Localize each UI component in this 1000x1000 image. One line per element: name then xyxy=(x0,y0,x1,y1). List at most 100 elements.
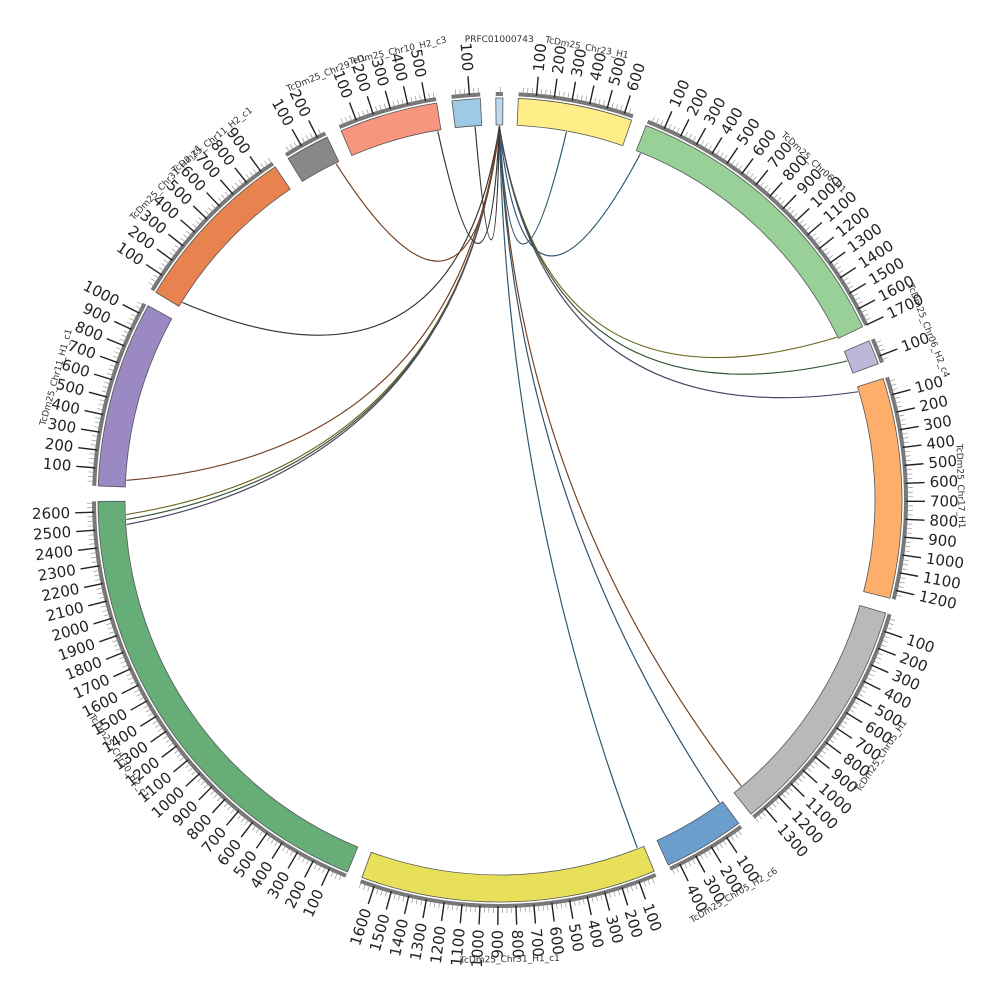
minor-tick xyxy=(619,105,623,113)
minor-tick xyxy=(362,110,365,118)
major-tick xyxy=(904,463,924,467)
major-tick xyxy=(185,772,201,787)
chromosome-segment xyxy=(856,378,903,599)
minor-tick xyxy=(148,282,155,287)
minor-tick xyxy=(108,368,116,372)
major-tick xyxy=(802,769,818,784)
scale-ruler xyxy=(885,376,908,600)
minor-tick xyxy=(876,344,883,348)
major-tick xyxy=(818,236,835,250)
minor-tick xyxy=(897,581,905,584)
minor-tick xyxy=(88,538,96,541)
tick-label: 100 xyxy=(456,42,476,72)
tick-label: 500 xyxy=(407,48,430,79)
minor-tick xyxy=(903,545,911,548)
chromosome-segment xyxy=(516,98,633,147)
minor-tick xyxy=(349,115,353,123)
minor-tick xyxy=(856,692,864,697)
tick-label: 300 xyxy=(922,412,953,435)
minor-tick xyxy=(173,749,180,754)
minor-tick xyxy=(890,388,898,391)
minor-tick xyxy=(231,185,237,192)
minor-tick xyxy=(582,897,585,905)
major-tick xyxy=(467,76,471,96)
minor-tick xyxy=(289,849,294,856)
minor-tick xyxy=(380,888,384,896)
minor-tick xyxy=(174,245,181,250)
major-tick xyxy=(76,465,96,469)
minor-tick xyxy=(894,594,902,597)
minor-tick xyxy=(842,277,849,283)
minor-tick xyxy=(363,883,366,890)
minor-tick xyxy=(414,95,417,103)
chromosome-name-label: TcDm25_Chr31_H1_c1 xyxy=(459,954,560,966)
scale-ruler xyxy=(518,92,634,119)
minor-tick xyxy=(107,626,115,630)
minor-tick xyxy=(688,134,692,141)
tick-label: 2500 xyxy=(32,523,71,544)
minor-tick xyxy=(260,163,265,170)
major-tick xyxy=(814,755,830,770)
tick-label: 600 xyxy=(929,472,958,491)
chromosome-segment xyxy=(340,102,442,157)
minor-tick xyxy=(877,348,885,352)
minor-tick xyxy=(852,700,860,705)
minor-tick xyxy=(820,749,827,755)
minor-tick xyxy=(267,158,273,165)
minor-tick xyxy=(562,91,565,100)
minor-tick xyxy=(89,457,97,460)
minor-tick xyxy=(376,887,379,895)
major-tick xyxy=(84,409,104,416)
minor-tick xyxy=(879,643,887,647)
link-outline xyxy=(498,125,567,245)
minor-tick xyxy=(585,96,588,104)
minor-tick xyxy=(119,338,127,343)
minor-tick xyxy=(671,867,675,875)
major-tick xyxy=(366,96,374,115)
minor-tick xyxy=(270,837,275,844)
minor-tick xyxy=(642,879,646,887)
minor-tick xyxy=(157,727,164,732)
chromosome-name-label: TcDm25_Chr06_H2_c4 xyxy=(904,282,950,380)
minor-tick xyxy=(560,901,563,909)
minor-tick xyxy=(867,672,874,677)
minor-tick xyxy=(752,176,758,183)
minor-tick xyxy=(767,804,773,811)
minor-tick xyxy=(851,293,858,298)
tick-label: 800 xyxy=(929,511,958,530)
major-tick xyxy=(899,572,919,577)
minor-tick xyxy=(379,104,383,112)
minor-tick xyxy=(748,173,754,180)
minor-tick xyxy=(830,734,837,740)
chromosome-TcDm25_Chr10_H2_c3: 100 xyxy=(451,42,483,129)
minor-tick xyxy=(266,835,272,842)
minor-tick xyxy=(451,903,454,911)
minor-tick xyxy=(195,220,201,226)
minor-tick xyxy=(634,882,638,890)
minor-tick xyxy=(155,723,162,728)
major-tick xyxy=(835,727,853,739)
major-tick xyxy=(551,902,555,922)
chromosome-segment xyxy=(97,500,359,873)
minor-tick xyxy=(338,873,343,881)
minor-tick xyxy=(200,779,207,786)
minor-tick xyxy=(580,95,583,103)
minor-tick xyxy=(454,89,457,97)
minor-tick xyxy=(367,884,371,892)
link-TcDm25_Chr23_H1 xyxy=(498,125,567,245)
major-tick xyxy=(459,904,463,924)
minor-tick xyxy=(655,118,659,126)
major-tick xyxy=(114,320,132,331)
minor-tick xyxy=(358,881,362,889)
minor-tick xyxy=(861,684,868,689)
minor-tick xyxy=(112,639,119,643)
minor-tick xyxy=(837,270,844,275)
minor-tick xyxy=(208,207,214,213)
minor-tick xyxy=(787,786,793,792)
major-tick xyxy=(553,78,558,98)
major-tick xyxy=(895,589,915,596)
minor-tick xyxy=(109,630,116,634)
minor-tick xyxy=(428,93,431,101)
minor-tick xyxy=(244,819,250,825)
